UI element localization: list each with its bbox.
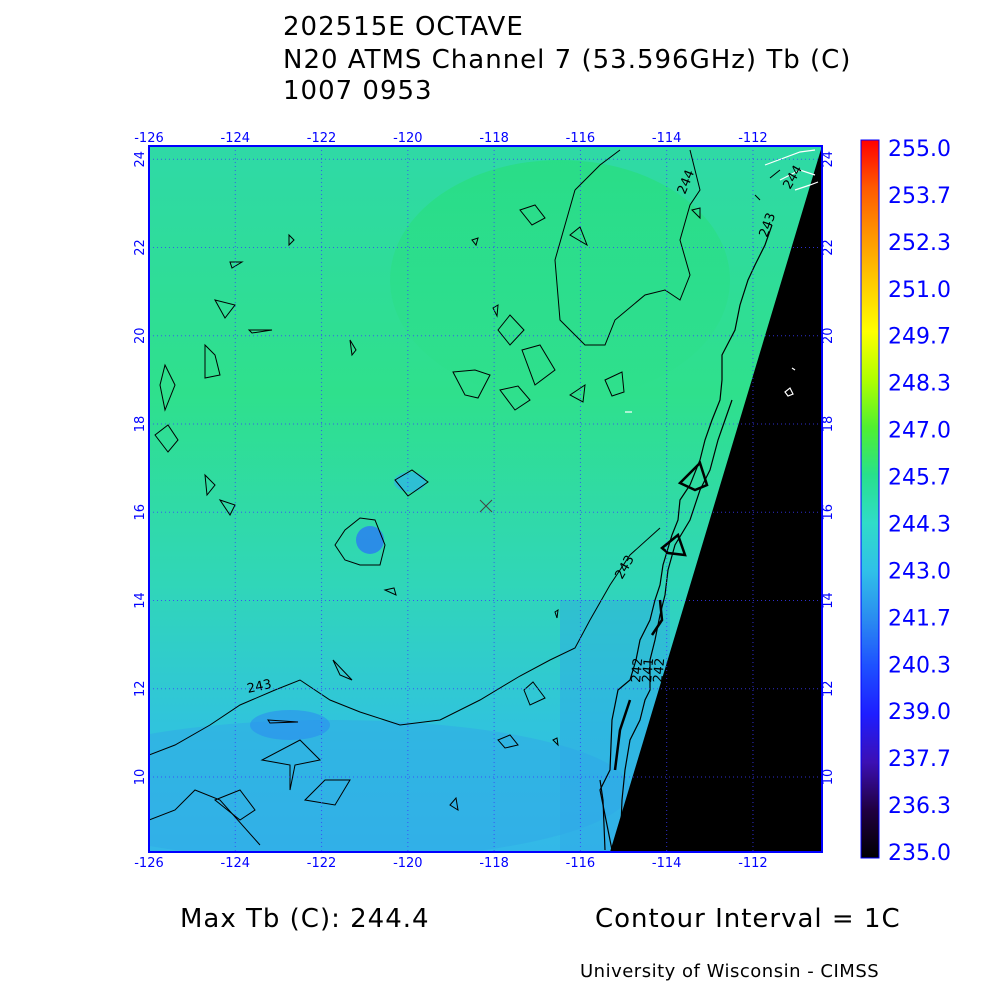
- lat-tick-label: 18: [133, 416, 148, 433]
- lon-tick-label: -126: [134, 856, 164, 871]
- lat-tick-label: 24: [821, 151, 836, 168]
- colorbar-label: 236.3: [888, 794, 951, 819]
- lon-tick-label: -118: [479, 131, 509, 146]
- warm-region: [390, 160, 730, 400]
- lon-tick-label: -114: [652, 856, 682, 871]
- lat-tick-label: 20: [133, 327, 148, 344]
- credit-label: University of Wisconsin - CIMSS: [580, 961, 880, 982]
- lon-tick-label: -116: [566, 856, 596, 871]
- cool-spot-center: [356, 526, 384, 554]
- lat-tick-label: 16: [821, 504, 836, 521]
- datetime-title: 1007 0953: [283, 76, 433, 106]
- land-white-contours: [625, 149, 819, 413]
- lat-tick-label: 12: [821, 680, 836, 697]
- lon-tick-label: -116: [566, 131, 596, 146]
- lat-tick-label: 14: [821, 592, 836, 609]
- colorbar-label: 249.7: [888, 325, 951, 350]
- lat-tick-label: 14: [133, 592, 148, 609]
- colorbar-label: 248.3: [888, 372, 951, 397]
- lat-tick-label: 24: [133, 151, 148, 168]
- contour-label: 242: [651, 657, 668, 683]
- colorbar-label: 235.0: [888, 841, 951, 866]
- lat-tick-label: 12: [133, 680, 148, 697]
- map-frame: [148, 145, 823, 853]
- lon-tick-label: -124: [221, 856, 251, 871]
- lon-tick-label: -120: [393, 131, 423, 146]
- contour-label: 241: [640, 657, 657, 683]
- colorbar-label: 245.7: [888, 466, 951, 491]
- lon-tick-label: -120: [393, 856, 423, 871]
- land-mask: [610, 146, 822, 852]
- lat-tick-label: 16: [133, 504, 148, 521]
- colorbar-label: 244.3: [888, 512, 951, 537]
- lon-tick-label: -112: [738, 131, 768, 146]
- colorbar-label: 239.0: [888, 700, 951, 725]
- contour-label: 243: [246, 677, 273, 697]
- sensor-title: N20 ATMS Channel 7 (53.596GHz) Tb (C): [283, 45, 852, 75]
- contour-interval-label: Contour Interval = 1C: [595, 904, 901, 934]
- lon-tick-label: -114: [652, 131, 682, 146]
- storm-title: 202515E OCTAVE: [283, 12, 524, 42]
- lon-ticks-top: -126 -124 -122 -120 -118 -116 -114 -112: [134, 131, 767, 146]
- colorbar-label: 237.7: [888, 747, 951, 772]
- colorbar-label: 247.0: [888, 419, 951, 444]
- lon-tick-label: -118: [479, 856, 509, 871]
- colorbar-label: 240.3: [888, 653, 951, 678]
- colorbar-label: 253.7: [888, 184, 951, 209]
- colorbar-label: 243.0: [888, 559, 951, 584]
- colorbar-scale: [860, 139, 880, 859]
- lon-tick-label: -126: [134, 131, 164, 146]
- storm-center-marker: [479, 499, 493, 513]
- max-tb-label: Max Tb (C): 244.4: [180, 904, 430, 934]
- lat-tick-label: 10: [821, 769, 836, 786]
- lon-tick-label: -122: [307, 131, 337, 146]
- contour-lines: [149, 149, 781, 846]
- lon-tick-label: -122: [307, 856, 337, 871]
- thick-contours: [613, 460, 709, 771]
- lat-ticks-right: 10 12 14 16 18 20 22 24: [821, 151, 836, 785]
- colorbar-label: 241.7: [888, 606, 951, 631]
- cool-band: [149, 720, 630, 852]
- lon-tick-label: -124: [221, 131, 251, 146]
- lat-tick-label: 10: [133, 769, 148, 786]
- coast-contours: [599, 224, 773, 851]
- colorbar-label: 251.0: [888, 278, 951, 303]
- cool-spot-south: [250, 710, 330, 740]
- colorbar-label: 255.0: [888, 137, 951, 162]
- lon-tick-label: -112: [738, 856, 768, 871]
- colorbar: 255.0 253.7 252.3 251.0 249.7 248.3 247.0 245.7…: [860, 137, 951, 866]
- lon-ticks-bottom: -126 -124 -122 -120 -118 -116 -114 -112: [134, 856, 767, 871]
- contour-label: 242: [629, 657, 646, 683]
- lat-lon-grid: [148, 146, 822, 852]
- lat-ticks-left: 10 12 14 16 18 20 22 24: [133, 151, 148, 785]
- colorbar-label: 252.3: [888, 231, 951, 256]
- lat-tick-label: 22: [133, 239, 148, 256]
- lat-tick-label: 20: [821, 327, 836, 344]
- lat-tick-label: 18: [821, 416, 836, 433]
- cool-spot-north: [394, 472, 426, 492]
- lat-tick-label: 22: [821, 239, 836, 256]
